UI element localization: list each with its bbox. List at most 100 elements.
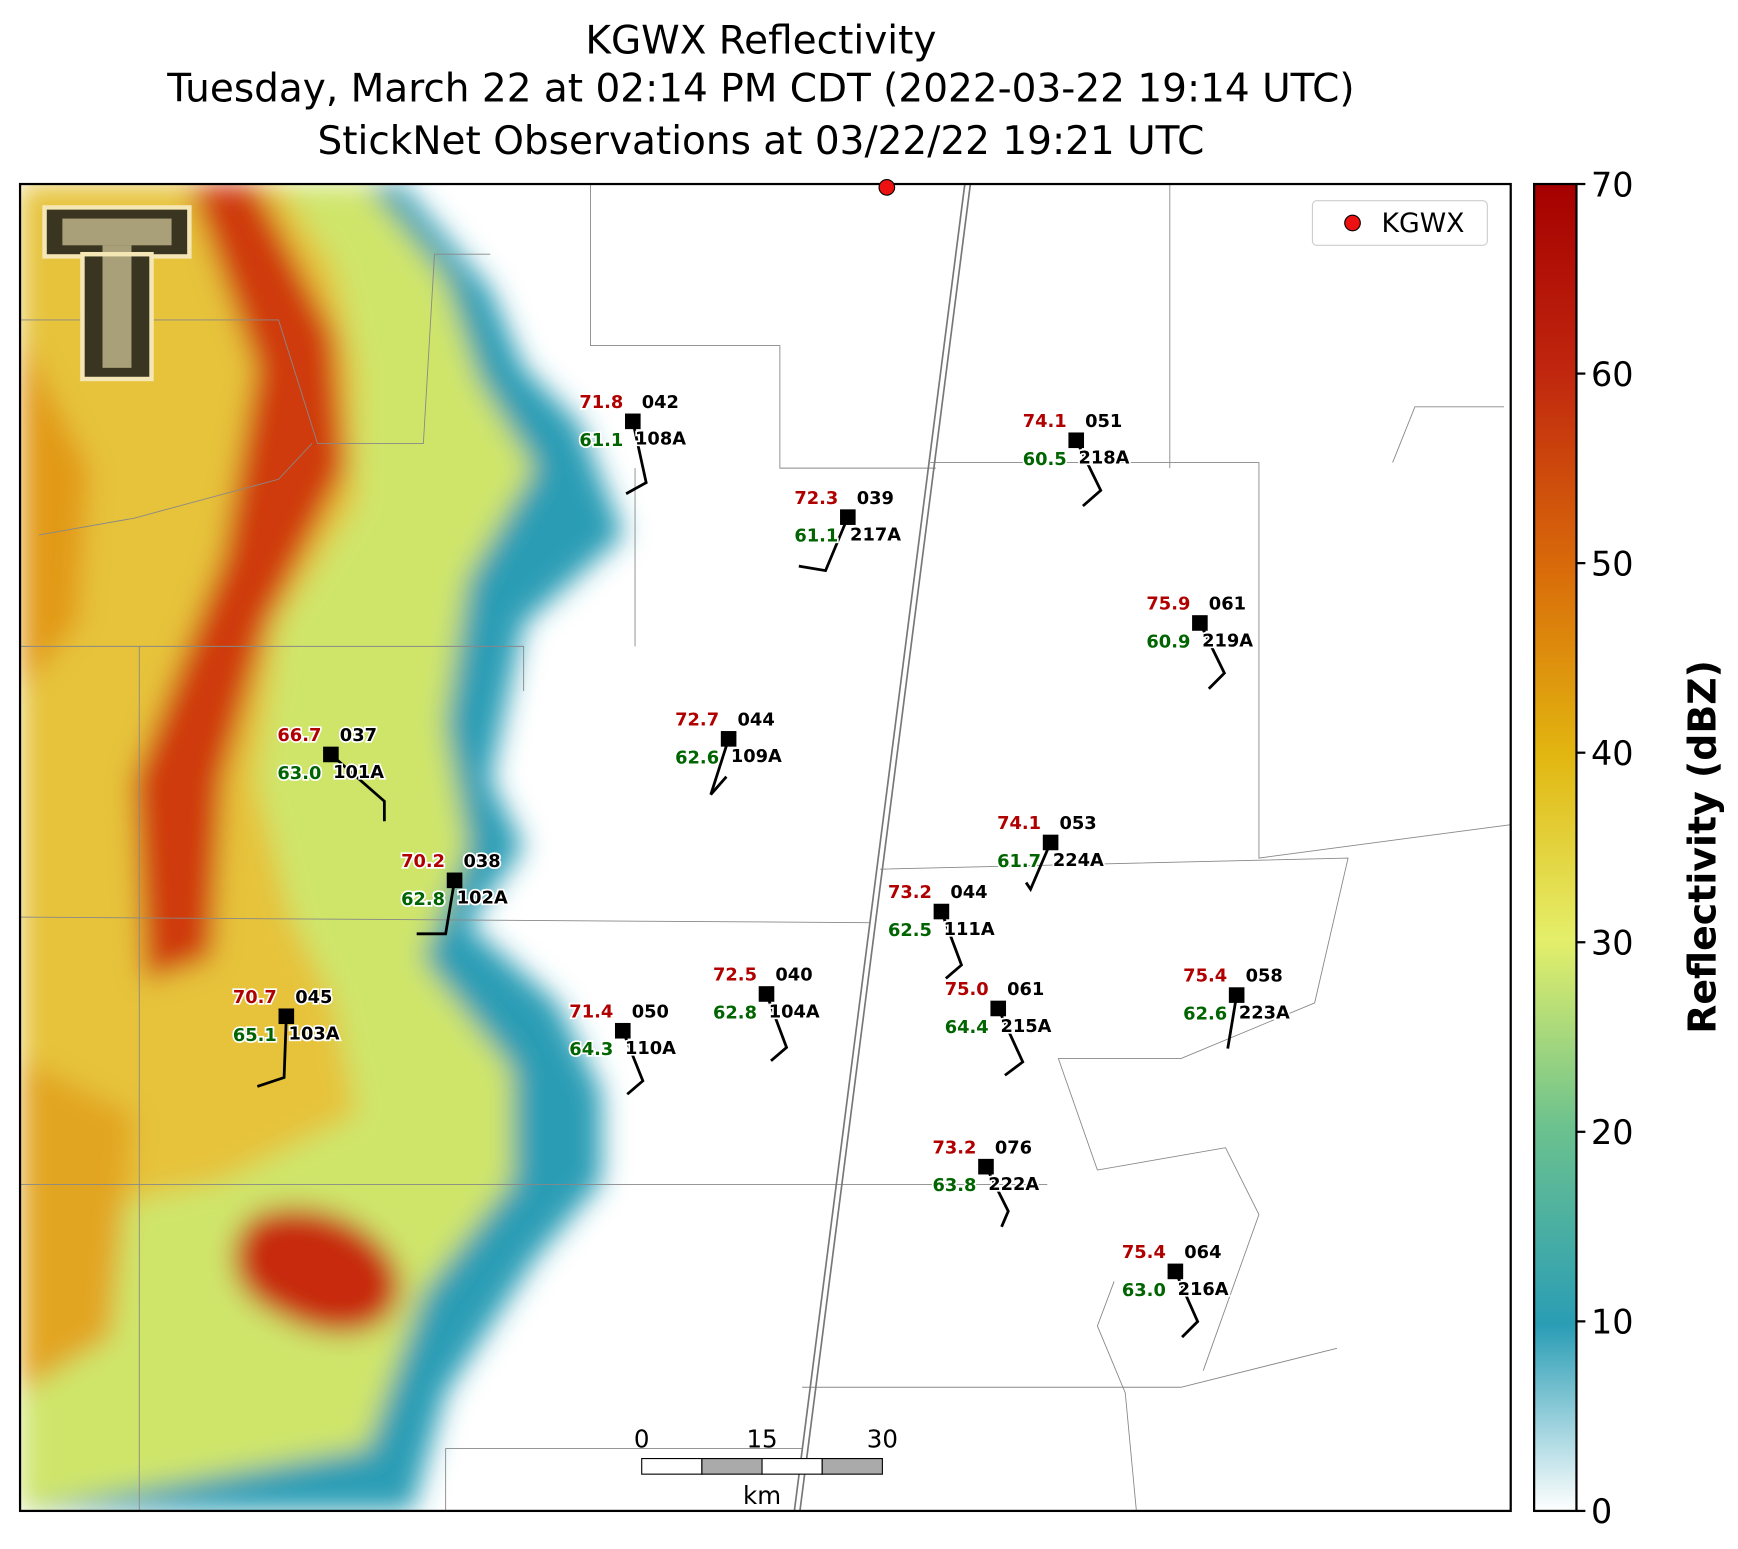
dewpoint: 63.8 bbox=[933, 1175, 977, 1196]
titles: KGWX Reflectivity Tuesday, March 22 at 0… bbox=[166, 19, 1354, 164]
station-id: 224A bbox=[1053, 850, 1104, 871]
scale-unit: km bbox=[743, 1481, 781, 1510]
dewpoint: 62.8 bbox=[401, 889, 445, 910]
scale-label: 0 bbox=[634, 1424, 650, 1453]
station-marker bbox=[840, 509, 856, 525]
station-marker bbox=[720, 731, 737, 747]
temperature: 71.8 bbox=[579, 392, 623, 413]
wind-barb bbox=[256, 1016, 288, 1088]
pressure: 042 bbox=[642, 392, 679, 413]
wind-barb bbox=[329, 753, 386, 822]
dewpoint: 61.7 bbox=[997, 851, 1041, 872]
temperature: 75.0 bbox=[945, 979, 989, 1000]
pressure: 061 bbox=[1209, 594, 1246, 615]
station-marker bbox=[1228, 987, 1245, 1003]
dewpoint: 63.0 bbox=[1122, 1280, 1166, 1301]
pressure: 044 bbox=[950, 882, 987, 903]
wind-barb bbox=[1074, 439, 1103, 508]
station: 73.2 076 63.8 222A bbox=[931, 1136, 1041, 1228]
stations: 71.8 042 61.1 108A 72.3 039 61.1 217A 74.1 051 60.… bbox=[231, 390, 1292, 1339]
radar-field bbox=[20, 184, 1511, 1511]
station-id: 216A bbox=[1178, 1279, 1229, 1300]
wind-barb bbox=[798, 516, 850, 573]
logo bbox=[42, 205, 192, 382]
wind-barb bbox=[1024, 841, 1052, 893]
station: 75.4 064 63.0 216A bbox=[1120, 1240, 1230, 1339]
station: 71.8 042 61.1 108A bbox=[578, 390, 688, 495]
station: 74.1 051 60.5 218A bbox=[1021, 409, 1131, 508]
wind-barb bbox=[996, 1007, 1025, 1077]
station: 70.7 045 65.1 103A bbox=[231, 985, 341, 1088]
colorbar-tick-label: 0 bbox=[1591, 1492, 1612, 1531]
temperature: 72.3 bbox=[794, 488, 838, 509]
dewpoint: 62.6 bbox=[675, 747, 719, 768]
dewpoint: 65.1 bbox=[233, 1025, 277, 1046]
temperature: 70.7 bbox=[233, 987, 277, 1008]
pressure: 058 bbox=[1246, 966, 1283, 987]
title: KGWX Reflectivity bbox=[585, 19, 936, 64]
station-id: 108A bbox=[635, 429, 686, 450]
temperature: 73.2 bbox=[888, 882, 932, 903]
pressure: 039 bbox=[857, 488, 894, 509]
pressure: 061 bbox=[1007, 979, 1044, 1000]
pressure: 064 bbox=[1184, 1242, 1221, 1263]
station-id: 111A bbox=[944, 919, 995, 940]
temperature: 71.4 bbox=[569, 1001, 613, 1022]
pressure: 044 bbox=[738, 709, 775, 730]
station: 70.2 038 62.8 102A bbox=[399, 849, 510, 936]
dewpoint: 62.6 bbox=[1183, 1004, 1227, 1025]
pressure: 037 bbox=[340, 725, 377, 746]
dewpoint: 60.9 bbox=[1146, 631, 1190, 652]
colorbar-tick-label: 20 bbox=[1591, 1113, 1634, 1152]
pressure: 050 bbox=[632, 1001, 669, 1022]
temperature: 75.4 bbox=[1122, 1242, 1166, 1263]
dewpoint: 63.0 bbox=[277, 763, 321, 784]
station-marker bbox=[758, 986, 775, 1002]
wind-barb bbox=[984, 1166, 1010, 1228]
temperature: 66.7 bbox=[277, 725, 321, 746]
dewpoint: 62.5 bbox=[888, 920, 932, 941]
station-id: 215A bbox=[1000, 1016, 1051, 1037]
temperature: 70.2 bbox=[401, 851, 445, 872]
temperature: 72.7 bbox=[675, 709, 719, 730]
colorbar-tick-label: 40 bbox=[1591, 734, 1634, 773]
dewpoint: 61.1 bbox=[579, 430, 623, 451]
station-marker bbox=[990, 1000, 1007, 1017]
station-id: 219A bbox=[1202, 630, 1253, 651]
station-id: 222A bbox=[988, 1174, 1039, 1195]
wind-barb bbox=[621, 1030, 645, 1096]
station-id: 217A bbox=[850, 525, 901, 546]
station-marker bbox=[446, 872, 463, 889]
colorbar-tick-label: 70 bbox=[1591, 165, 1634, 204]
legend: KGWX bbox=[1311, 200, 1488, 246]
pressure: 045 bbox=[295, 987, 332, 1008]
subtitle: Tuesday, March 22 at 02:14 PM CDT (2022-… bbox=[166, 67, 1354, 112]
scale-bar: 0 15 30 km bbox=[634, 1424, 898, 1510]
station-marker bbox=[1042, 834, 1059, 851]
station: 75.9 061 60.9 219A bbox=[1145, 592, 1255, 690]
station-id: 103A bbox=[289, 1024, 340, 1045]
pressure: 076 bbox=[995, 1137, 1032, 1158]
wind-barb bbox=[1174, 1270, 1200, 1339]
plot-frame bbox=[18, 182, 1512, 1513]
dewpoint: 64.4 bbox=[945, 1017, 989, 1038]
subtitle: StickNet Observations at 03/22/22 19:21 … bbox=[318, 119, 1205, 164]
colorbar-tick-label: 60 bbox=[1591, 355, 1634, 394]
colorbar-label: Reflectivity (dBZ) bbox=[1681, 660, 1725, 1034]
station-marker bbox=[625, 413, 641, 430]
colorbar-tick-label: 30 bbox=[1591, 924, 1634, 963]
station: 66.7 037 63.0 101A bbox=[276, 723, 386, 822]
station-marker bbox=[1167, 1263, 1184, 1280]
dewpoint: 64.3 bbox=[569, 1039, 613, 1060]
station-id: 104A bbox=[769, 1001, 820, 1022]
station-id: 101A bbox=[333, 762, 384, 783]
temperature: 75.9 bbox=[1146, 594, 1190, 615]
legend-label: KGWX bbox=[1381, 208, 1464, 239]
station-id: 110A bbox=[625, 1038, 676, 1059]
pressure: 051 bbox=[1085, 411, 1122, 432]
station-marker bbox=[1192, 615, 1208, 631]
station-id: 109A bbox=[731, 746, 782, 767]
colorbar-tick-label: 10 bbox=[1591, 1303, 1634, 1342]
station-marker bbox=[614, 1022, 631, 1039]
station: 73.2 044 62.5 111A bbox=[886, 880, 996, 980]
